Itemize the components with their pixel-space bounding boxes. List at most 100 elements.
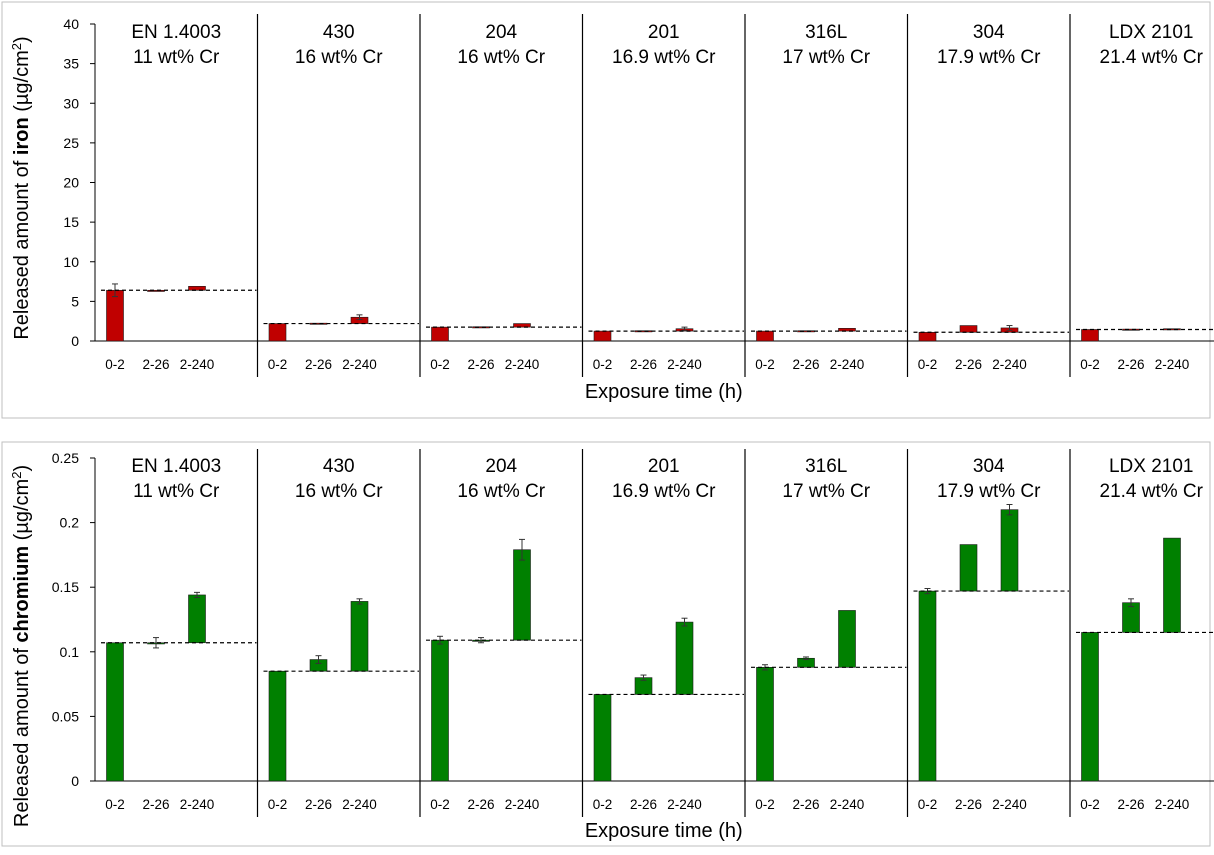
- x-tick-label: 2-26: [305, 797, 332, 812]
- y-tick-label: 25: [63, 135, 79, 151]
- panel-cr-label: 17.9 wt% Cr: [937, 47, 1041, 68]
- y-axis-label: Released amount of iron (µg/cm2): [9, 36, 34, 339]
- bar-2-26: [1122, 602, 1140, 633]
- bar-2-240: [513, 549, 531, 641]
- x-tick-label: 2-26: [305, 357, 332, 372]
- bar-2-240: [1000, 509, 1019, 592]
- bar-0-2: [431, 639, 449, 782]
- y-tick-label: 10: [63, 254, 79, 270]
- y-axis-label-part: 2: [9, 43, 24, 50]
- panel-cr-label: 16 wt% Cr: [457, 481, 545, 502]
- panel-grade-label: 304: [973, 456, 1005, 477]
- bar-0-2: [593, 694, 612, 782]
- y-tick-label: 0.25: [52, 450, 79, 466]
- panel-cr-label: 21.4 wt% Cr: [1100, 47, 1204, 68]
- y-axis-label-part: 2: [9, 472, 24, 479]
- y-axis-label-part: (µg/cm: [11, 50, 33, 117]
- y-tick-label: 5: [71, 293, 79, 309]
- x-tick-label: 0-2: [430, 797, 450, 812]
- y-tick-label: 40: [63, 16, 79, 32]
- x-tick-label: 2-240: [667, 357, 702, 372]
- bar-0-2: [106, 289, 124, 342]
- panel-grade-label: 204: [485, 22, 517, 43]
- panel-grade-label: 430: [323, 22, 355, 43]
- x-tick-label: 0-2: [918, 797, 938, 812]
- panel-grade-label: 204: [485, 456, 517, 477]
- y-tick-label: 30: [63, 95, 79, 111]
- panel-204: 204 16 wt% Cr 0-2 2-26 2-240: [420, 14, 584, 377]
- panel-grade-label: 201: [648, 22, 680, 43]
- bar-0-2: [268, 670, 287, 782]
- y-tick-label: 0.2: [60, 515, 80, 531]
- panel-304: 304 17.9 wt% Cr 0-2 2-26 2-240: [907, 14, 1071, 377]
- y-tick-label: 0.05: [52, 708, 79, 724]
- panel-204: 204 16 wt% Cr 0-2 2-26 2-240: [420, 449, 584, 817]
- x-tick-label: 2-240: [505, 797, 540, 812]
- x-axis-label: Exposure time (h): [585, 820, 743, 842]
- x-tick-label: 2-26: [1117, 357, 1144, 372]
- panel-cr-label: 16 wt% Cr: [295, 481, 383, 502]
- panel-cr-label: 16.9 wt% Cr: [612, 47, 716, 68]
- y-tick-label: 0.1: [60, 644, 80, 660]
- x-tick-label: 2-240: [667, 797, 702, 812]
- panel-cr-label: 16.9 wt% Cr: [612, 481, 716, 502]
- panel-201: 201 16.9 wt% Cr 0-2 2-26 2-240: [582, 449, 746, 817]
- x-tick-label: 0-2: [430, 357, 450, 372]
- panel-en-1-4003: EN 1.4003 11 wt% Cr 0-2 2-26 2-240: [95, 14, 259, 377]
- x-tick-label: 2-240: [342, 797, 377, 812]
- y-axis-label-part: Released amount of: [11, 155, 33, 340]
- panel-grade-label: 304: [973, 22, 1005, 43]
- x-tick-label: 2-26: [630, 357, 657, 372]
- x-tick-label: 0-2: [918, 357, 938, 372]
- x-tick-label: 2-240: [1155, 357, 1190, 372]
- panel-304: 304 17.9 wt% Cr 0-2 2-26 2-240: [907, 449, 1071, 817]
- bar-0-2: [918, 590, 937, 782]
- panel-grade-label: 201: [648, 456, 680, 477]
- y-axis-label-part: ): [11, 36, 33, 43]
- x-tick-label: 2-240: [830, 797, 865, 812]
- y-tick-label: 0.15: [52, 579, 79, 595]
- x-tick-label: 2-26: [142, 357, 169, 372]
- x-tick-label: 2-26: [467, 797, 494, 812]
- x-tick-label: 0-2: [268, 357, 288, 372]
- bar-2-240: [188, 594, 206, 644]
- panel-cr-label: 16 wt% Cr: [295, 47, 383, 68]
- x-tick-label: 2-26: [955, 797, 982, 812]
- x-tick-label: 2-240: [180, 357, 215, 372]
- x-tick-label: 2-26: [1117, 797, 1144, 812]
- y-tick-label: 35: [63, 56, 79, 72]
- panel-430: 430 16 wt% Cr 0-2 2-26 2-240: [257, 449, 421, 817]
- x-tick-label: 2-26: [792, 357, 819, 372]
- bar-2-240: [188, 286, 206, 291]
- x-tick-label: 2-240: [1155, 797, 1190, 812]
- x-tick-label: 2-26: [955, 357, 982, 372]
- x-tick-label: 2-26: [142, 797, 169, 812]
- x-tick-label: 0-2: [105, 357, 125, 372]
- x-tick-label: 0-2: [1080, 797, 1100, 812]
- x-tick-label: 0-2: [105, 797, 125, 812]
- panel-cr-label: 11 wt% Cr: [133, 47, 220, 68]
- panel-316l: 316L 17 wt% Cr 0-2 2-26 2-240: [745, 14, 909, 377]
- chart-frame: [1, 1, 1211, 419]
- bar-2-240: [513, 323, 531, 328]
- y-tick-label: 0: [71, 773, 79, 789]
- y-axis-label: Released amount of chromium (µg/cm2): [9, 465, 34, 827]
- x-axis-label: Exposure time (h): [585, 381, 743, 403]
- x-tick-label: 0-2: [755, 357, 775, 372]
- panel-ldx-2101: LDX 2101 21.4 wt% Cr 0-2 2-26 2-240: [1070, 22, 1214, 372]
- y-tick-label: 0: [71, 333, 79, 349]
- panel-cr-label: 17.9 wt% Cr: [937, 481, 1041, 502]
- x-tick-label: 2-240: [342, 357, 377, 372]
- bar-0-2: [593, 330, 612, 342]
- y-axis-label-part: iron: [11, 117, 33, 155]
- panel-grade-label: 316L: [805, 456, 847, 477]
- x-tick-label: 0-2: [268, 797, 288, 812]
- panel-cr-label: 17 wt% Cr: [782, 481, 870, 502]
- x-tick-label: 0-2: [593, 357, 613, 372]
- panel-grade-label: EN 1.4003: [131, 456, 221, 477]
- panel-grade-label: LDX 2101: [1109, 22, 1194, 43]
- panel-ldx-2101: LDX 2101 21.4 wt% Cr 0-2 2-26 2-240: [1070, 456, 1214, 812]
- y-axis-label-part: Released amount of: [11, 643, 33, 828]
